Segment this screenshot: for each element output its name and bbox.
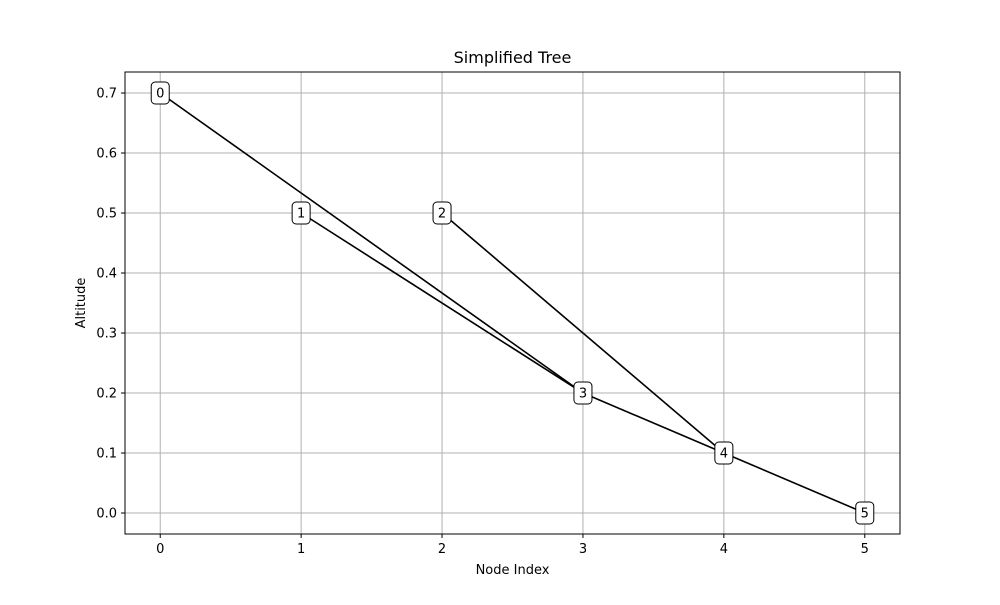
node-label: 5 xyxy=(861,507,869,522)
y-tick-label: 0.2 xyxy=(96,387,117,402)
tree-node: 1 xyxy=(291,201,311,225)
y-axis-label: Altitude xyxy=(74,278,89,329)
chart-title: Simplified Tree xyxy=(454,48,572,67)
y-tick-label: 0.0 xyxy=(96,507,117,522)
y-tick-label: 0.1 xyxy=(96,447,117,462)
node-label: 4 xyxy=(720,447,728,462)
y-tick-label: 0.3 xyxy=(96,327,117,342)
x-axis-label: Node Index xyxy=(476,563,550,578)
tree-node: 0 xyxy=(150,81,170,105)
tree-edge xyxy=(441,212,725,454)
plot-frame xyxy=(124,71,901,535)
node-label: 2 xyxy=(438,207,446,222)
tree-node: 4 xyxy=(714,441,734,465)
tree-nodes: 0 1 2 3 4 5 xyxy=(150,81,875,525)
node-label-box xyxy=(291,201,311,225)
x-tick-label: 4 xyxy=(720,542,728,557)
tree-node: 3 xyxy=(573,381,593,405)
x-tick-label: 0 xyxy=(156,542,164,557)
x-tick-label: 1 xyxy=(297,542,305,557)
grid xyxy=(125,72,900,534)
y-tick-label: 0.4 xyxy=(96,267,117,282)
node-label-box xyxy=(432,201,452,225)
node-label: 0 xyxy=(156,87,164,102)
tree-edge xyxy=(300,212,584,394)
y-tick-label: 0.7 xyxy=(96,87,117,102)
node-label-box xyxy=(573,381,593,405)
node-label-box xyxy=(855,501,875,525)
tree-node: 2 xyxy=(432,201,452,225)
node-label: 1 xyxy=(297,207,305,222)
node-label-box xyxy=(714,441,734,465)
tree-node: 5 xyxy=(855,501,875,525)
tree-edges xyxy=(159,92,866,514)
tree-edge xyxy=(723,452,866,514)
axis-ticks: 0 1 2 3 4 5 0.0 0.1 0.2 0.3 0.4 0.5 0.6 0.7 xyxy=(96,87,869,558)
tree-edge xyxy=(582,392,725,454)
y-tick-label: 0.5 xyxy=(96,207,117,222)
y-tick-label: 0.6 xyxy=(96,147,117,162)
tree-edge xyxy=(159,92,584,394)
node-label-box xyxy=(150,81,170,105)
node-label: 3 xyxy=(579,387,587,402)
x-tick-label: 5 xyxy=(861,542,869,557)
x-tick-label: 3 xyxy=(579,542,587,557)
x-tick-label: 2 xyxy=(438,542,446,557)
